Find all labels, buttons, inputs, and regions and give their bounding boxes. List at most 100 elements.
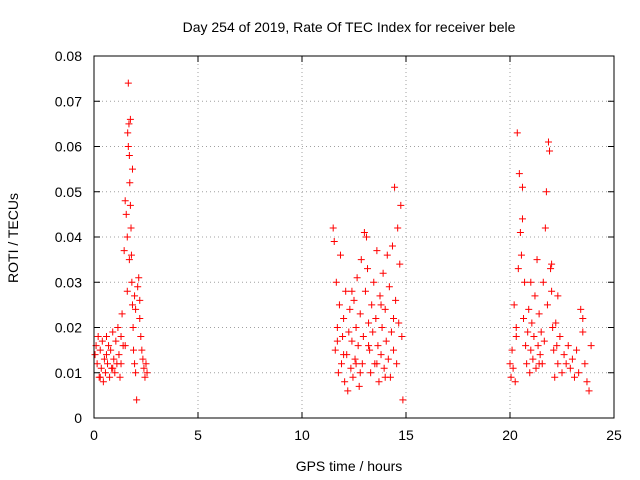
data-point xyxy=(104,360,112,368)
data-point xyxy=(121,197,129,205)
y-tick-label: 0 xyxy=(74,410,82,426)
data-point xyxy=(391,183,399,191)
data-point xyxy=(132,305,140,313)
data-point xyxy=(118,310,126,318)
data-point xyxy=(377,301,385,309)
data-point xyxy=(101,369,109,377)
data-point xyxy=(508,346,516,354)
data-point xyxy=(350,296,358,304)
data-point xyxy=(384,355,392,363)
data-point xyxy=(547,265,555,273)
data-point xyxy=(520,314,528,322)
data-point xyxy=(581,360,589,368)
y-tick-label: 0.03 xyxy=(55,274,82,290)
data-point xyxy=(339,333,347,341)
data-point xyxy=(340,351,348,359)
data-point xyxy=(359,333,367,341)
data-point xyxy=(544,138,552,146)
data-point xyxy=(96,373,104,381)
chart-title: Day 254 of 2019, Rate Of TEC Index for r… xyxy=(183,19,516,35)
data-point xyxy=(132,369,140,377)
data-point xyxy=(126,115,134,123)
data-point xyxy=(579,328,587,336)
data-point xyxy=(140,364,148,372)
data-point xyxy=(535,310,543,318)
data-point xyxy=(112,337,120,345)
data-point xyxy=(128,301,136,309)
data-point xyxy=(348,287,356,295)
data-point xyxy=(531,292,539,300)
x-tick-label: 15 xyxy=(398,427,414,443)
data-point xyxy=(529,355,537,363)
data-point xyxy=(345,328,353,336)
data-point xyxy=(346,305,354,313)
data-point xyxy=(518,215,526,223)
data-point xyxy=(366,346,374,354)
data-point xyxy=(543,301,551,309)
data-point xyxy=(532,364,540,372)
data-point xyxy=(385,283,393,291)
data-point xyxy=(111,369,119,377)
data-point xyxy=(514,265,522,273)
data-point xyxy=(549,324,557,331)
data-point xyxy=(507,373,515,381)
data-point xyxy=(388,242,396,250)
data-point xyxy=(375,378,383,386)
data-point xyxy=(376,292,384,300)
y-tick-label: 0.04 xyxy=(55,229,82,245)
data-point xyxy=(390,346,398,354)
data-points xyxy=(91,79,595,404)
data-point xyxy=(395,319,403,327)
data-point xyxy=(374,342,382,350)
data-point xyxy=(330,238,338,246)
data-point xyxy=(535,360,543,368)
data-point xyxy=(399,396,407,404)
data-point xyxy=(369,328,377,336)
data-point xyxy=(382,337,390,345)
data-point xyxy=(509,364,517,372)
data-point xyxy=(338,360,346,368)
data-point xyxy=(109,328,117,336)
x-tick-label: 25 xyxy=(606,427,622,443)
data-point xyxy=(573,346,581,354)
plot-frame xyxy=(93,55,615,419)
data-point xyxy=(136,314,144,322)
data-point xyxy=(107,346,115,354)
data-point xyxy=(364,265,372,273)
data-point xyxy=(552,319,560,327)
data-point xyxy=(97,364,105,372)
data-point xyxy=(99,378,107,386)
data-point xyxy=(139,355,147,363)
data-point xyxy=(512,324,520,331)
data-point xyxy=(373,247,381,255)
data-point xyxy=(357,256,365,264)
x-axis-label: GPS time / hours xyxy=(296,458,403,474)
data-point xyxy=(527,346,535,354)
data-point xyxy=(372,314,380,322)
data-point xyxy=(577,305,585,313)
data-point xyxy=(131,292,139,300)
data-point xyxy=(387,328,395,336)
data-point xyxy=(558,369,566,377)
data-point xyxy=(556,333,564,341)
data-point xyxy=(381,373,389,381)
data-point xyxy=(336,251,344,259)
data-point xyxy=(587,342,595,350)
data-point xyxy=(334,369,342,377)
data-point xyxy=(135,274,143,282)
data-point xyxy=(560,351,568,359)
data-point xyxy=(392,296,400,304)
data-point xyxy=(516,228,524,236)
data-point xyxy=(378,324,386,331)
data-point xyxy=(533,256,541,264)
data-point xyxy=(91,351,99,359)
data-point xyxy=(542,188,550,196)
data-point xyxy=(332,278,340,286)
data-point xyxy=(333,337,341,345)
data-point xyxy=(393,360,401,368)
x-tick-label: 10 xyxy=(294,427,310,443)
data-point xyxy=(550,346,558,354)
data-point xyxy=(117,360,125,368)
data-point xyxy=(96,346,104,354)
